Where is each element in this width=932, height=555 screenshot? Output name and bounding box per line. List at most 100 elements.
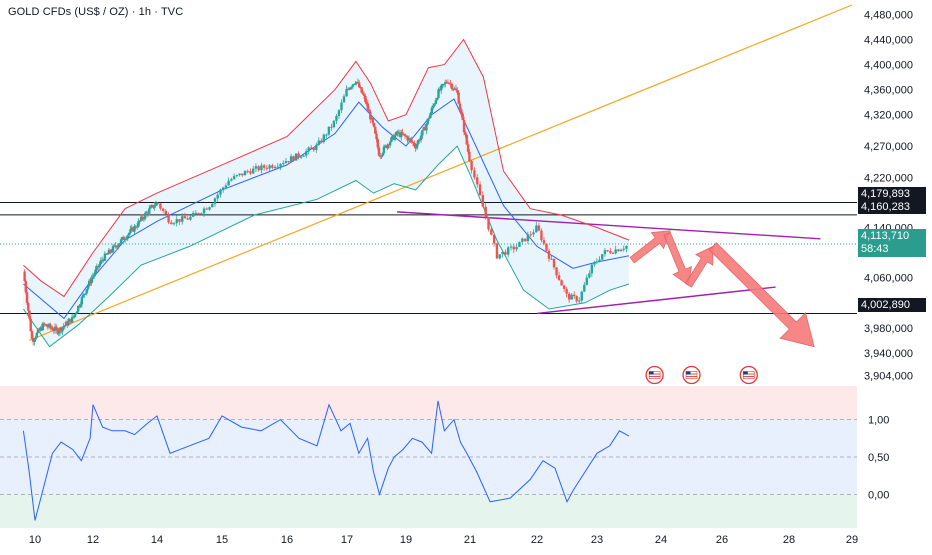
rsi-tick-label: 0,00 (868, 489, 889, 501)
candle-body (529, 234, 532, 236)
candle-body (457, 92, 460, 104)
candle-body (115, 246, 119, 248)
time-tick-label: 16 (281, 534, 293, 546)
candle-body (573, 294, 576, 297)
candle-body (202, 208, 206, 214)
candle-body (45, 324, 48, 327)
candle-body (102, 259, 105, 261)
candle-body (407, 138, 411, 141)
candle-body (23, 271, 26, 282)
candle-body (257, 166, 260, 171)
candle-body (167, 214, 170, 223)
candle-body (121, 237, 124, 240)
candle-body (146, 212, 150, 214)
candle-body (113, 245, 116, 247)
candle-body (498, 254, 501, 259)
candle-body (393, 135, 397, 140)
candle-body (110, 251, 113, 253)
price-tick-label: 3,980,000 (864, 323, 913, 335)
candle-body (83, 294, 86, 296)
candle-body (359, 87, 362, 89)
candle-body (611, 252, 615, 254)
candle-body (345, 89, 348, 97)
candle-body (243, 171, 247, 176)
candle-body (490, 229, 493, 235)
candle-body (273, 167, 277, 169)
candle-body (216, 194, 219, 199)
candle-body (461, 113, 464, 121)
candle-body (194, 212, 198, 214)
time-tick-label: 19 (400, 534, 412, 546)
candle-body (186, 218, 189, 220)
candle-body (377, 147, 381, 156)
candle-body (292, 156, 295, 161)
projection-arrow (684, 245, 714, 288)
candle-body (87, 280, 91, 287)
candle-body (583, 284, 586, 292)
candle-body (617, 249, 620, 252)
candle-body (392, 135, 396, 140)
candle-body (481, 195, 485, 207)
flag-field (648, 371, 661, 379)
candle-body (282, 163, 285, 165)
candle-body (307, 147, 310, 152)
candle-body (310, 147, 313, 149)
candle-body (139, 216, 143, 221)
candle-body (35, 332, 38, 338)
candle-body (372, 123, 376, 127)
time-tick-label: 17 (341, 534, 353, 546)
candle-body (466, 144, 470, 152)
candle-body (545, 243, 548, 251)
triangle-upper-line (397, 211, 821, 240)
candle-body (63, 325, 67, 327)
bollinger-band-fill (23, 39, 629, 347)
candle-body (580, 291, 583, 301)
candle-body (383, 145, 387, 147)
candle-body (625, 245, 628, 249)
candle-body (460, 109, 463, 114)
candle-body (284, 161, 288, 164)
candle-body (411, 142, 415, 144)
candle-body (375, 133, 378, 140)
candle-body (74, 313, 77, 315)
candle-body (487, 216, 490, 230)
candle-body (402, 134, 405, 136)
candle-body (86, 286, 90, 290)
candle-body (406, 136, 409, 141)
candle-body (42, 323, 46, 325)
candle-body (419, 135, 423, 141)
candle-body (111, 246, 115, 252)
candle-body (33, 339, 36, 342)
candle-body (552, 258, 556, 268)
candle-body (123, 239, 127, 241)
candle-body (200, 213, 203, 215)
candle-body (25, 292, 29, 304)
candle-body (349, 87, 352, 90)
candle-body (30, 331, 34, 339)
candle-body (27, 303, 30, 311)
candle-body (369, 111, 372, 120)
candle-body (565, 288, 568, 294)
candle-body (401, 132, 404, 135)
candle-body (156, 202, 159, 204)
price-tick-label: 4,360,000 (864, 85, 913, 97)
candle-body (325, 134, 328, 136)
candle-body (438, 89, 442, 91)
candle-body (302, 155, 305, 157)
candle-body (446, 82, 450, 84)
candle-body (413, 143, 416, 147)
candle-body (555, 267, 558, 276)
candle-body (144, 213, 147, 219)
candle-body (77, 305, 80, 312)
level-label-lower: 4,002,890 (858, 298, 926, 312)
candle-body (183, 216, 187, 219)
candle-body (366, 103, 370, 110)
candle-body (161, 208, 165, 211)
candle-body (330, 126, 333, 128)
candle-body (449, 83, 452, 85)
candle-body (51, 328, 54, 331)
time-tick-label: 22 (531, 534, 543, 546)
candle-body (453, 88, 456, 90)
